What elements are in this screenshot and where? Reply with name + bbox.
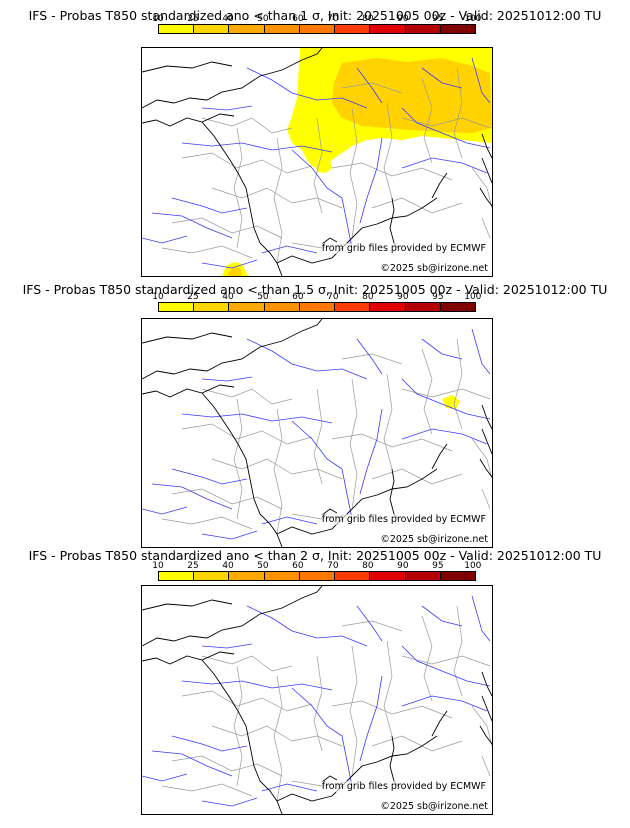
colorbar-swatch xyxy=(440,303,475,311)
colorbar-swatch xyxy=(194,572,230,580)
probability-area-mid xyxy=(332,58,492,133)
colorbar-swatch xyxy=(405,572,441,580)
colorbar-tick-label: 25 xyxy=(187,561,199,571)
colorbar-tick-label: 40 xyxy=(222,292,234,302)
colorbar-tick-label: 95 xyxy=(432,292,444,302)
colorbar-swatch xyxy=(370,572,406,580)
colorbar-swatch xyxy=(440,572,475,580)
colorbar-tick-label: 50 xyxy=(257,14,269,24)
colorbar-swatch xyxy=(194,25,230,33)
colorbar-tick-label: 100 xyxy=(464,292,482,302)
colorbar-tick-label: 70 xyxy=(327,561,339,571)
colorbar xyxy=(158,571,476,581)
data-source-credit: from grib files provided by ECMWF xyxy=(321,243,486,254)
colorbar-tick-label: 70 xyxy=(327,14,339,24)
colorbar-tick-label: 95 xyxy=(432,14,444,24)
colorbar-tick-label: 10 xyxy=(152,292,164,302)
colorbar-tick-label: 80 xyxy=(362,292,374,302)
colorbar-tick-label: 10 xyxy=(152,14,164,24)
colorbar-swatch xyxy=(405,25,441,33)
panel-title: IFS - Probas T850 standardized ano < tha… xyxy=(28,8,602,23)
colorbar-tick-label: 90 xyxy=(397,14,409,24)
colorbar-tick-label: 80 xyxy=(362,14,374,24)
probability-area-low xyxy=(314,160,332,173)
colorbar-swatch xyxy=(370,25,406,33)
colorbar-tick-label: 60 xyxy=(292,14,304,24)
colorbar-swatch xyxy=(405,303,441,311)
colorbar-swatch xyxy=(299,25,336,33)
colorbar-swatch xyxy=(440,25,475,33)
colorbar-tick-label: 60 xyxy=(292,292,304,302)
colorbar-swatch xyxy=(299,572,336,580)
map-canvas xyxy=(142,319,492,547)
colorbar-tick-label: 25 xyxy=(187,292,199,302)
colorbar-tick-label: 40 xyxy=(222,14,234,24)
colorbar-swatch xyxy=(335,572,371,580)
probability-area-low xyxy=(442,395,460,409)
colorbar xyxy=(158,24,476,34)
colorbar-swatch xyxy=(299,303,336,311)
colorbar-swatch xyxy=(229,303,265,311)
colorbar-labels: 10 25 40 50 60 70 80 90 95 100 xyxy=(152,561,481,571)
colorbar-labels: 10 25 40 50 60 70 80 90 95 100 xyxy=(152,292,481,302)
colorbar-tick-label: 40 xyxy=(222,561,234,571)
data-source-credit: from grib files provided by ECMWF xyxy=(321,781,486,792)
map-panel-2: IFS - Probas T850 standardized ano < tha… xyxy=(0,273,630,548)
probability-map: from grib files provided by ECMWF ©2025 … xyxy=(141,318,493,548)
colorbar-tick-label: 70 xyxy=(327,292,339,302)
colorbar-swatch xyxy=(159,303,195,311)
map-panel-3: IFS - Probas T850 standardized ano < tha… xyxy=(0,540,630,815)
copyright-credit: ©2025 sb@irizone.net xyxy=(380,263,488,274)
colorbar-swatch xyxy=(264,572,300,580)
colorbar-tick-label: 95 xyxy=(432,561,444,571)
colorbar-tick-label: 100 xyxy=(464,14,482,24)
colorbar-swatch xyxy=(335,303,371,311)
colorbar-tick-label: 90 xyxy=(397,561,409,571)
copyright-credit: ©2025 sb@irizone.net xyxy=(380,801,488,812)
panel-title: IFS - Probas T850 standardized ano < tha… xyxy=(28,548,602,563)
probability-map: from grib files provided by ECMWF ©2025 … xyxy=(141,47,493,277)
colorbar-swatch xyxy=(229,572,265,580)
map-canvas xyxy=(142,586,492,814)
colorbar-tick-label: 25 xyxy=(187,14,199,24)
probability-map: from grib files provided by ECMWF ©2025 … xyxy=(141,585,493,815)
colorbar-swatch xyxy=(229,25,265,33)
copyright-credit: ©2025 sb@irizone.net xyxy=(380,534,488,545)
colorbar-swatch xyxy=(370,303,406,311)
colorbar-swatch xyxy=(159,25,195,33)
colorbar-tick-label: 50 xyxy=(257,292,269,302)
data-source-credit: from grib files provided by ECMWF xyxy=(321,514,486,525)
colorbar-tick-label: 100 xyxy=(464,561,482,571)
colorbar-swatch xyxy=(264,25,300,33)
colorbar-tick-label: 10 xyxy=(152,561,164,571)
map-panel-1: IFS - Probas T850 standardized ano < tha… xyxy=(0,0,630,277)
colorbar-swatch xyxy=(194,303,230,311)
colorbar-labels: 10 25 40 50 60 70 80 90 95 100 xyxy=(152,14,481,24)
probability-area-mid xyxy=(228,268,242,276)
colorbar-tick-label: 90 xyxy=(397,292,409,302)
colorbar-swatch xyxy=(159,572,195,580)
colorbar xyxy=(158,302,476,312)
map-canvas xyxy=(142,48,492,276)
colorbar-swatch xyxy=(264,303,300,311)
colorbar-tick-label: 80 xyxy=(362,561,374,571)
colorbar-tick-label: 60 xyxy=(292,561,304,571)
panel-title: IFS - Probas T850 standardized ano < tha… xyxy=(22,282,608,297)
colorbar-swatch xyxy=(335,25,371,33)
colorbar-tick-label: 50 xyxy=(257,561,269,571)
